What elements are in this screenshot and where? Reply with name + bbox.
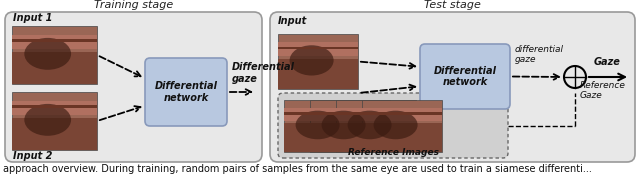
Text: Reference
Gaze: Reference Gaze	[580, 81, 626, 100]
FancyBboxPatch shape	[278, 93, 508, 158]
Text: Differential
network: Differential network	[154, 81, 218, 103]
Bar	[362, 112, 442, 114]
Bar	[362, 100, 442, 152]
Bar	[278, 42, 358, 56]
Text: Gaze: Gaze	[594, 57, 621, 67]
Bar	[12, 92, 97, 150]
Text: Input: Input	[278, 16, 307, 26]
Bar	[278, 47, 358, 49]
Bar	[12, 52, 97, 84]
Text: Reference Images: Reference Images	[348, 148, 438, 157]
Bar	[362, 108, 442, 121]
Bar	[278, 34, 358, 89]
Bar	[362, 123, 442, 152]
Bar	[310, 123, 390, 152]
Bar	[310, 108, 390, 121]
Ellipse shape	[322, 111, 365, 139]
FancyBboxPatch shape	[5, 12, 262, 162]
Bar	[310, 100, 390, 152]
Ellipse shape	[296, 111, 340, 139]
Ellipse shape	[24, 38, 71, 70]
Text: Input 2: Input 2	[13, 151, 52, 161]
Bar	[284, 108, 364, 121]
Bar	[12, 35, 97, 49]
Bar	[284, 123, 364, 152]
FancyBboxPatch shape	[420, 44, 510, 109]
Text: Test stage: Test stage	[424, 0, 481, 10]
Bar	[12, 39, 97, 42]
FancyBboxPatch shape	[145, 58, 227, 126]
Ellipse shape	[348, 111, 392, 139]
Bar	[336, 108, 416, 121]
Text: Differential
gaze: Differential gaze	[232, 62, 295, 84]
Text: differential
gaze: differential gaze	[515, 45, 564, 65]
Ellipse shape	[24, 104, 71, 136]
Ellipse shape	[290, 45, 333, 76]
Bar	[310, 112, 390, 114]
Text: approach overview. During training, random pairs of samples from the same eye ar: approach overview. During training, rand…	[3, 164, 592, 174]
Bar	[12, 101, 97, 115]
FancyBboxPatch shape	[270, 12, 635, 162]
Bar	[12, 118, 97, 150]
Bar	[12, 105, 97, 108]
Text: Training stage: Training stage	[94, 0, 173, 10]
Bar	[336, 100, 416, 152]
Bar	[284, 112, 364, 114]
Bar	[12, 26, 97, 84]
Bar	[284, 100, 364, 152]
Bar	[336, 123, 416, 152]
Text: Input 1: Input 1	[13, 13, 52, 23]
Ellipse shape	[374, 111, 418, 139]
Text: Differential
network: Differential network	[433, 66, 497, 87]
Bar	[336, 112, 416, 114]
Bar	[278, 59, 358, 89]
